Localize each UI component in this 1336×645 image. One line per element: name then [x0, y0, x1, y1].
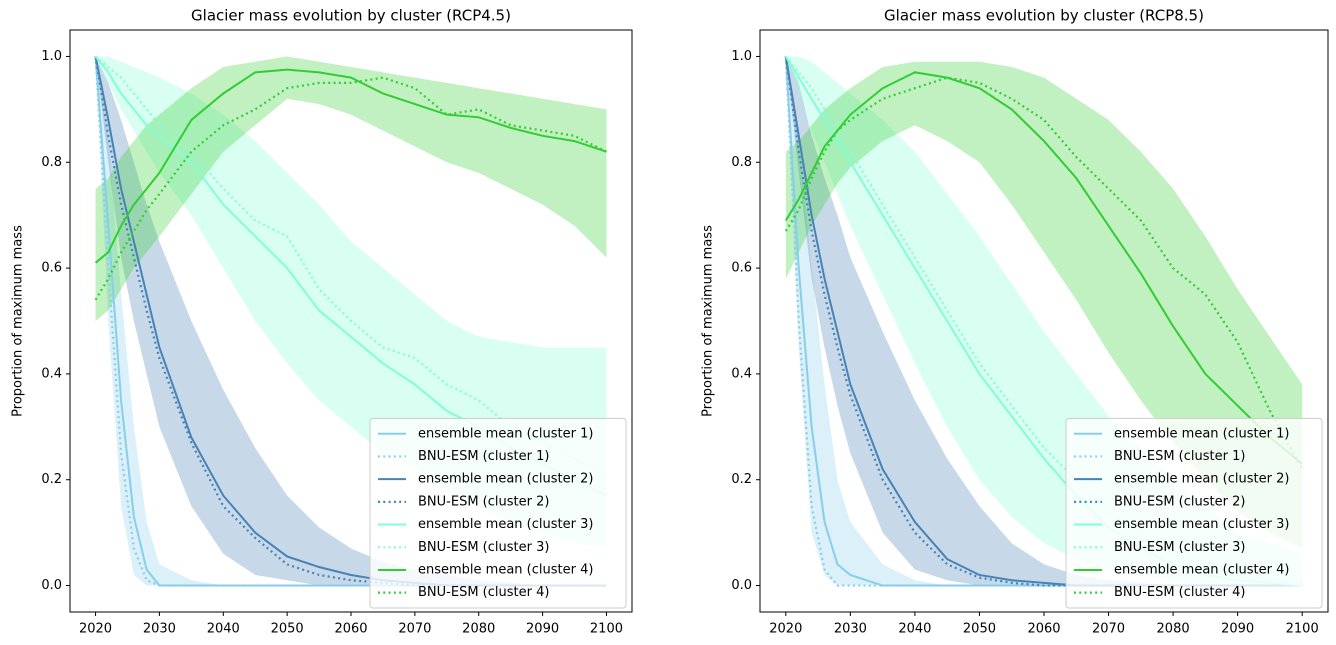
- chart-title: Glacier mass evolution by cluster (RCP4.…: [191, 7, 511, 25]
- line-series: [94, 68, 607, 264]
- legend-label: BNU-ESM (cluster 1): [1114, 449, 1245, 464]
- y-axis-label: Proportion of maximum mass: [701, 225, 716, 417]
- y-tick-label: 0.4: [41, 366, 62, 381]
- legend-label: BNU-ESM (cluster 2): [1114, 494, 1245, 509]
- y-tick-label: 1.0: [41, 49, 62, 64]
- x-tick-label: 2030: [143, 622, 176, 637]
- x-tick-label: 2100: [1286, 622, 1319, 637]
- line-series: [94, 56, 607, 587]
- x-tick-label: 2090: [1221, 622, 1254, 637]
- band: [95, 56, 607, 586]
- x-tick-label: 2080: [1157, 622, 1190, 637]
- y-tick-label: 0.2: [731, 472, 752, 487]
- x-tick-label: 2050: [963, 622, 996, 637]
- x-tick-label: 2050: [271, 622, 304, 637]
- legend-label: ensemble mean (cluster 1): [418, 426, 593, 441]
- x-tick-label: 2100: [590, 622, 623, 637]
- line-series: [784, 71, 1303, 465]
- legend-label: BNU-ESM (cluster 4): [418, 585, 549, 600]
- subplot: 2020 2030 2040 2050 2060 2070 2080 2090 2100 0.0 0…: [11, 7, 633, 637]
- band: [785, 56, 1303, 586]
- legend-label: ensemble mean (cluster 1): [1114, 426, 1289, 441]
- y-tick-label: 0.0: [41, 578, 62, 593]
- chart-title: Glacier mass evolution by cluster (RCP8.…: [884, 7, 1204, 25]
- legend-label: ensemble mean (cluster 4): [418, 562, 593, 577]
- legend-box: [1065, 417, 1323, 609]
- band: [95, 56, 607, 322]
- y-tick-label: 0.8: [731, 155, 752, 170]
- legend-label: BNU-ESM (cluster 3): [418, 540, 549, 555]
- line-series: [94, 76, 607, 301]
- legend-label: ensemble mean (cluster 3): [1114, 517, 1289, 532]
- y-tick-label: 0.6: [731, 261, 752, 276]
- legend-label: ensemble mean (cluster 2): [418, 472, 593, 487]
- legend-box: [369, 417, 627, 609]
- legend-label: BNU-ESM (cluster 4): [1114, 585, 1245, 600]
- x-tick-label: 2020: [769, 622, 802, 637]
- legend-label: ensemble mean (cluster 4): [1114, 562, 1289, 577]
- line-series: [94, 56, 607, 587]
- y-tick-label: 1.0: [731, 49, 752, 64]
- x-tick-label: 2080: [462, 622, 495, 637]
- y-axis-label: Proportion of maximum mass: [11, 225, 26, 417]
- legend: ensemble mean (cluster 1) BNU-ESM (cluste…: [369, 417, 627, 609]
- y-tick-label: 0.4: [731, 366, 752, 381]
- x-tick-label: 2020: [79, 622, 112, 637]
- legend-label: ensemble mean (cluster 3): [418, 517, 593, 532]
- x-tick-label: 2040: [898, 622, 931, 637]
- band: [95, 56, 607, 586]
- x-tick-label: 2040: [207, 622, 240, 637]
- legend-label: BNU-ESM (cluster 3): [1114, 540, 1245, 555]
- x-tick-label: 2060: [1027, 622, 1060, 637]
- legend-label: BNU-ESM (cluster 1): [418, 449, 549, 464]
- x-tick-label: 2030: [834, 622, 867, 637]
- legend-label: BNU-ESM (cluster 2): [418, 494, 549, 509]
- x-tick-label: 2070: [1092, 622, 1125, 637]
- subplot: 2020 2030 2040 2050 2060 2070 2080 2090 2100 0.0 0…: [701, 7, 1329, 637]
- x-tick-label: 2060: [334, 622, 367, 637]
- legend: ensemble mean (cluster 1) BNU-ESM (cluste…: [1065, 417, 1323, 609]
- x-tick-label: 2070: [398, 622, 431, 637]
- line-series: [784, 76, 1304, 470]
- y-tick-label: 0.8: [41, 155, 62, 170]
- x-tick-label: 2090: [526, 622, 559, 637]
- legend-label: ensemble mean (cluster 2): [1114, 472, 1289, 487]
- band: [785, 56, 1303, 586]
- line-series: [784, 56, 1303, 587]
- y-tick-label: 0.6: [41, 261, 62, 276]
- band: [785, 56, 1303, 586]
- y-tick-label: 0.2: [41, 472, 62, 487]
- y-tick-label: 0.0: [731, 578, 752, 593]
- line-series: [784, 55, 1303, 584]
